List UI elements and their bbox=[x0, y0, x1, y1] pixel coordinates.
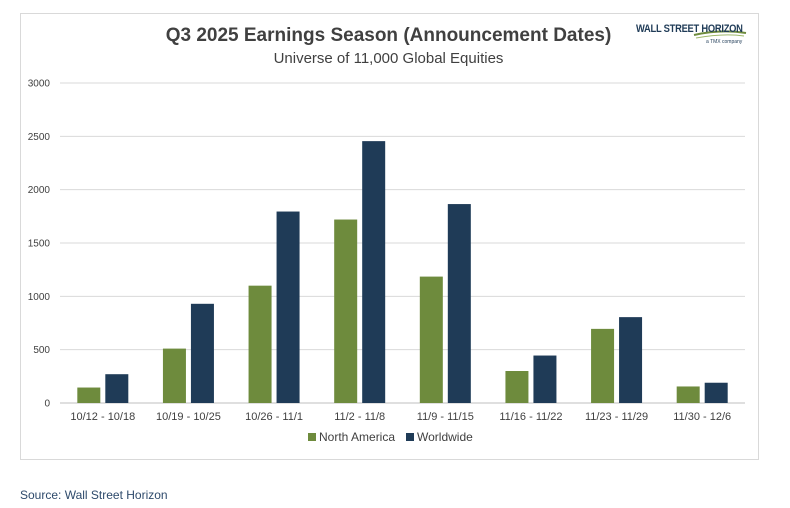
bar-north-america bbox=[676, 386, 700, 403]
x-tick-label: 11/2 - 11/8 bbox=[334, 411, 385, 423]
y-tick-label: 3000 bbox=[28, 79, 51, 90]
x-tick-label: 11/16 - 11/22 bbox=[499, 411, 562, 423]
y-tick-label: 2000 bbox=[28, 185, 51, 196]
logo-text: WALL STREET HORIZON bbox=[636, 23, 743, 35]
y-tick-label: 0 bbox=[44, 399, 50, 410]
bar-worldwide bbox=[704, 382, 728, 403]
bar-north-america bbox=[334, 219, 358, 403]
bar-north-america bbox=[77, 387, 101, 403]
bar-north-america bbox=[591, 328, 615, 403]
y-tick-label: 1500 bbox=[28, 239, 51, 250]
legend-label: Worldwide bbox=[417, 430, 473, 444]
legend-swatch bbox=[406, 433, 414, 441]
legend-label: North America bbox=[319, 430, 395, 444]
x-tick-label: 10/26 - 11/1 bbox=[245, 411, 303, 423]
bar-worldwide bbox=[276, 211, 300, 403]
bar-worldwide bbox=[533, 355, 557, 403]
chart-subtitle: Universe of 11,000 Global Equities bbox=[273, 50, 504, 67]
bar-north-america bbox=[419, 276, 443, 403]
y-tick-label: 2500 bbox=[28, 132, 51, 143]
bar-worldwide bbox=[619, 317, 643, 403]
bar-worldwide bbox=[362, 141, 386, 403]
logo-swoosh-icon bbox=[693, 30, 747, 39]
x-tick-label: 11/30 - 12/6 bbox=[673, 411, 731, 423]
bar-north-america bbox=[505, 371, 529, 403]
logo-subtext: a TMX company bbox=[706, 39, 743, 45]
bar-worldwide bbox=[447, 204, 471, 403]
bar-worldwide bbox=[190, 303, 214, 403]
x-tick-label: 10/19 - 10/25 bbox=[156, 411, 221, 423]
x-tick-label: 10/12 - 10/18 bbox=[70, 411, 135, 423]
bar-north-america bbox=[162, 348, 186, 403]
source-note: Source: Wall Street Horizon bbox=[20, 488, 168, 502]
bar-worldwide bbox=[105, 374, 129, 403]
y-tick-label: 500 bbox=[33, 345, 50, 356]
y-tick-label: 1000 bbox=[28, 292, 51, 303]
chart-title: Q3 2025 Earnings Season (Announcement Da… bbox=[165, 25, 612, 46]
x-tick-label: 11/9 - 11/15 bbox=[417, 411, 474, 423]
wall-street-horizon-logo: WALL STREET HORIZON a TMX company bbox=[636, 23, 748, 53]
legend-swatch bbox=[308, 433, 316, 441]
bar-north-america bbox=[248, 285, 272, 403]
x-tick-label: 11/23 - 11/29 bbox=[585, 411, 648, 423]
